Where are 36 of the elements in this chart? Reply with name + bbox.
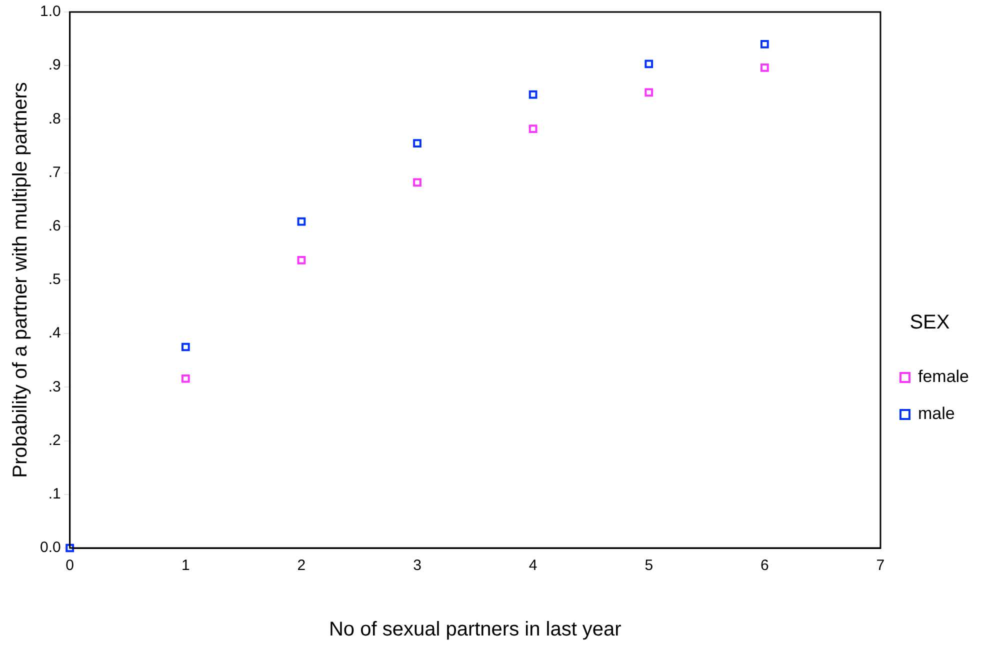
point (760, 40, 769, 48)
y-tick-label: .4 (48, 324, 61, 342)
y-tick-label: 1.0 (40, 3, 61, 20)
x-tick-label: 0 (66, 557, 74, 574)
legend-label: male (918, 404, 955, 424)
x-tick-label: 3 (413, 557, 422, 574)
x-tick-label: 1 (181, 557, 190, 574)
x-tick-label: 2 (297, 557, 306, 574)
point (297, 217, 306, 226)
point (528, 124, 538, 134)
x-tick-label: 4 (528, 557, 538, 574)
point (181, 342, 190, 352)
y-tick-label: .5 (48, 271, 61, 288)
y-tick-label: .2 (48, 432, 61, 449)
y-tick-label: .9 (48, 56, 61, 74)
y-tick-label: .7 (48, 164, 61, 181)
y-tick-label: .3 (48, 378, 61, 396)
y-tick-label: 0.0 (40, 539, 61, 556)
legend-title: SEX (910, 312, 950, 334)
x-tick-label: 6 (760, 557, 769, 574)
point (413, 139, 422, 148)
x-tick-label: 5 (644, 557, 654, 574)
point (181, 374, 190, 383)
point (413, 178, 422, 187)
y-tick-label: .8 (48, 110, 61, 128)
point (760, 64, 769, 72)
y-tick-label: .6 (48, 218, 61, 235)
point (297, 256, 306, 264)
x-axis-title: No of sexual partners in last year (328, 618, 622, 641)
point (644, 88, 654, 97)
point (528, 90, 538, 99)
legend-label: female (918, 367, 970, 386)
y-tick-label: .1 (48, 486, 61, 503)
point (644, 60, 654, 68)
y-axis-title: Probability of a partner with multiple partners (10, 82, 32, 478)
x-tick-label: 7 (876, 557, 885, 574)
